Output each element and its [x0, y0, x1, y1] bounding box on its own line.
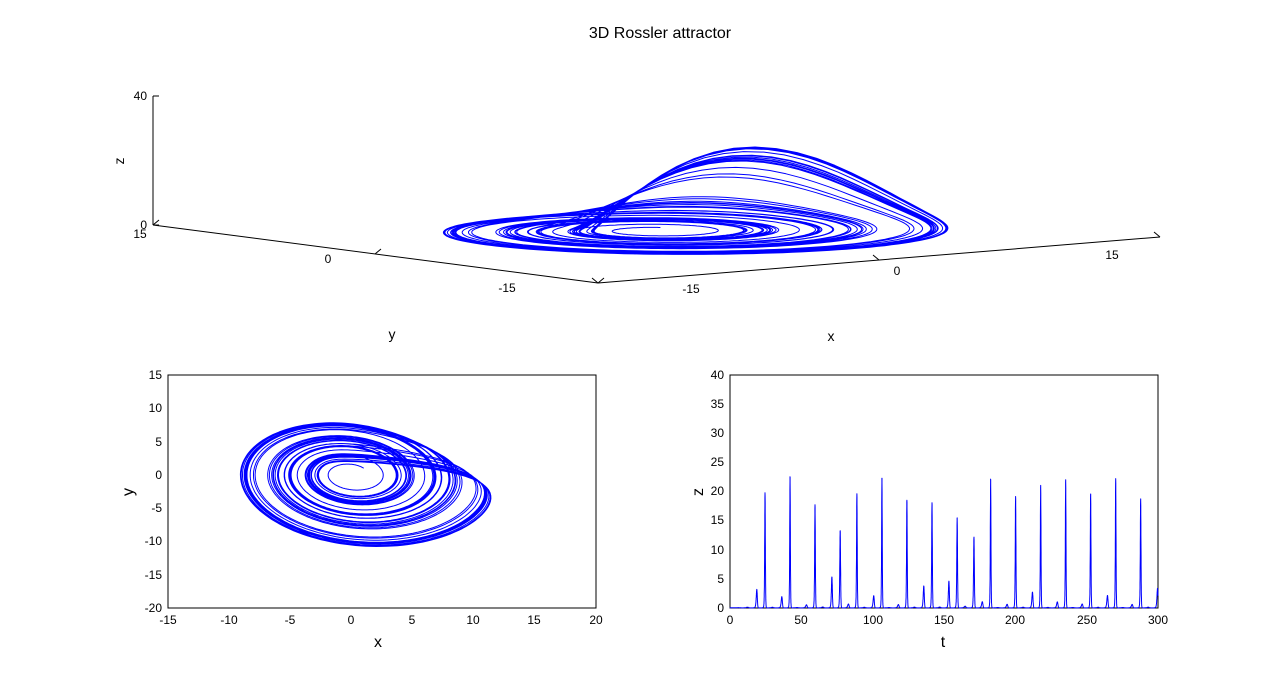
y-tick-label: 30: [711, 426, 725, 440]
x-tick-label: -5: [285, 613, 296, 627]
x-tick-label: -10: [220, 613, 238, 627]
x-tick-label: 15: [527, 613, 541, 627]
x-tick-label: 5: [409, 613, 416, 627]
y-tick-label: 5: [717, 572, 724, 586]
x-tick-label: 250: [1077, 613, 1097, 627]
axes-xy: -15 -10 -5 0 5 10 15 20 15 10 5 0 -5 -10…: [120, 368, 603, 651]
z-tick-label: 40: [134, 89, 148, 103]
y-tick-label: -10: [145, 534, 163, 548]
y-tick-mark: [597, 277, 605, 284]
y-tick-label: -15: [145, 568, 163, 582]
x-tick-label: 0: [348, 613, 355, 627]
x-tick-label: -15: [159, 613, 177, 627]
x-axis-label: t: [941, 634, 946, 651]
x-tick-label: -15: [682, 282, 700, 296]
y-tick-label: -5: [151, 501, 162, 515]
y-tick-label: 0: [717, 601, 724, 615]
y-tick-label: -20: [145, 601, 163, 615]
y-tick-label: 10: [711, 543, 725, 557]
x-tick-label: 0: [727, 613, 734, 627]
y-tick-label: 15: [149, 368, 163, 382]
y-tick-mark: [374, 248, 382, 255]
x-axis-label: x: [374, 634, 382, 651]
x-tick-label: 20: [589, 613, 603, 627]
y-axis-label: z: [690, 488, 707, 496]
y-tick-label: 15: [133, 227, 147, 241]
y-axis-label: y: [120, 488, 137, 496]
x-tick-label: 15: [1105, 248, 1119, 262]
x-tick-label: 300: [1148, 613, 1168, 627]
series-line-tz: [729, 476, 1159, 609]
series-line-3d: [442, 146, 949, 255]
y-tick-label: 25: [711, 455, 725, 469]
y-tick-label: 0: [155, 468, 162, 482]
xy-ticks: -15 -10 -5 0 5 10 15 20 15 10 5 0 -5 -10…: [145, 368, 603, 627]
x-tick-label: 200: [1005, 613, 1025, 627]
y-tick-mark: [152, 219, 160, 226]
x-tick-mark: [1153, 231, 1161, 238]
y-axis-label: y: [389, 326, 396, 342]
figure-title: 3D Rossler attractor: [589, 25, 732, 42]
x-tick-mark: [872, 254, 880, 261]
y-tick-label: 20: [711, 484, 725, 498]
z-axis-label: z: [111, 158, 127, 165]
y-tick-label: 15: [711, 513, 725, 527]
x-tick-label: 50: [794, 613, 808, 627]
tz-plot-box: [729, 374, 1159, 609]
x-tick-mark: [591, 277, 599, 284]
y-tick-label: 35: [711, 397, 725, 411]
axes-tz: 0 50 100 150 200 250 300 40 35 30 25 20 …: [690, 368, 1168, 651]
x-tick-label: 150: [934, 613, 954, 627]
x-tick-label: 10: [466, 613, 480, 627]
y-tick-label: 10: [149, 401, 163, 415]
x-tick-label: 0: [894, 264, 901, 278]
axes-3d: 40 0 15 0 -15 -15 0 15 z y x: [111, 89, 1161, 344]
z-tick-label: 0: [140, 218, 147, 232]
y-tick-label: 40: [711, 368, 725, 382]
x-tick-label: 100: [863, 613, 883, 627]
y-tick-label: -15: [498, 281, 516, 295]
series-line-xy: [239, 422, 492, 547]
y-tick-label: 5: [155, 435, 162, 449]
y-tick-label: 0: [325, 252, 332, 266]
x-axis-label: x: [828, 328, 835, 344]
tz-ticks: 0 50 100 150 200 250 300 40 35 30 25 20 …: [711, 368, 1169, 627]
